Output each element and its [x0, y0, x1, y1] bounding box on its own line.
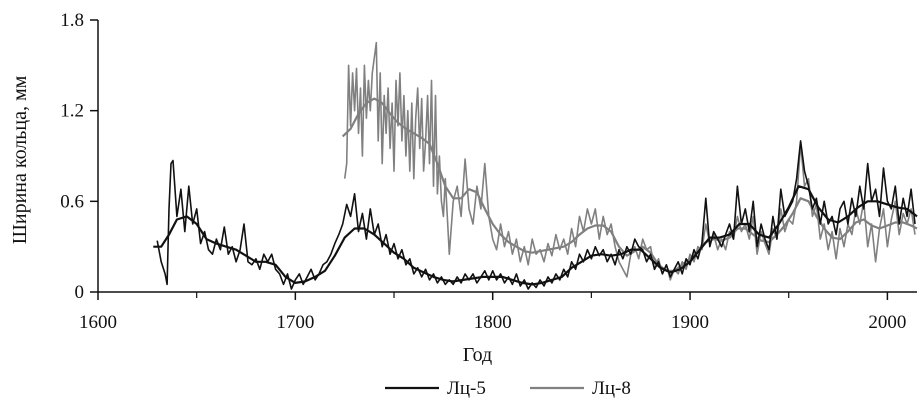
series-smooth-line-1 [153, 185, 918, 286]
series-raw-line-2 [343, 41, 916, 281]
x-tick-label-2: 1800 [474, 312, 512, 333]
axes-layer: 0 0.6 1.2 1.8 1600 1700 1800 1900 2000 Год Ширина … [9, 10, 917, 366]
x-tick-label-1: 1700 [276, 312, 314, 333]
series-raw-line-1 [156, 140, 916, 290]
y-tick-label-0: 0 [75, 282, 85, 303]
x-tick-label-0: 1600 [79, 312, 117, 333]
series-layer [153, 41, 918, 290]
y-tick-label-1: 0.6 [60, 191, 84, 212]
y-tick-label-3: 1.8 [60, 10, 84, 31]
x-tick-label-4: 2000 [868, 312, 906, 333]
x-axis-title: Год [463, 344, 492, 366]
y-axis-title: Ширина кольца, мм [9, 75, 31, 244]
legend-label-1: Лц-5 [447, 378, 486, 399]
legend-label-2: Лц-8 [592, 378, 631, 399]
x-tick-label-3: 1900 [671, 312, 709, 333]
y-tick-label-2: 1.2 [60, 101, 84, 122]
legend: Лц-5 Лц-8 [385, 378, 631, 399]
